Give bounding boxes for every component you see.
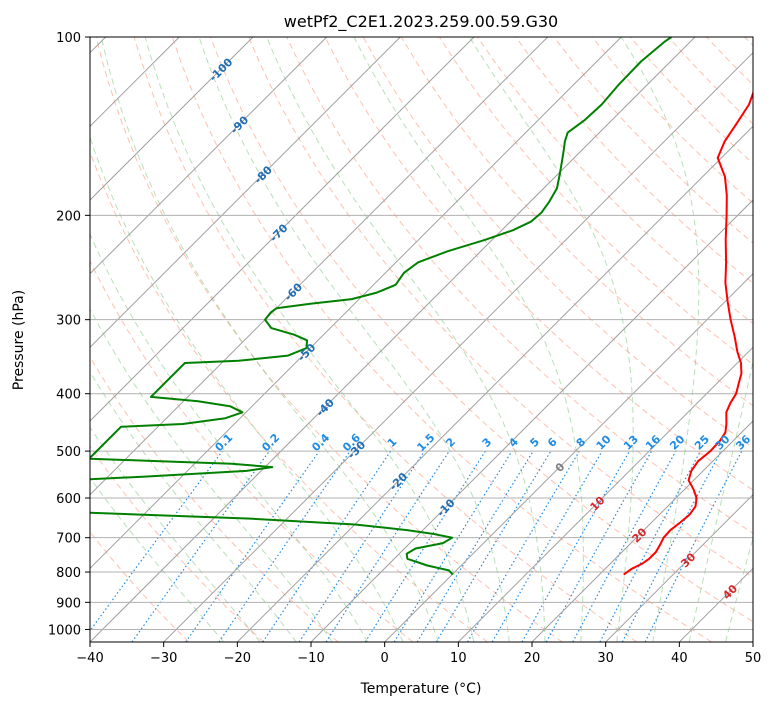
- moist-adiabat: [620, 37, 700, 642]
- isotherm: [90, 37, 328, 275]
- dry-adiabat: [286, 37, 753, 534]
- background-lines: [90, 37, 753, 642]
- isotherm: [90, 37, 254, 201]
- pressure-grid: [90, 37, 753, 630]
- x-axis: −40 −30 −20 −10 0 10 20 30 40 50: [76, 642, 761, 666]
- y-tick-label: 700: [56, 532, 81, 547]
- isotherm: [90, 37, 549, 496]
- dry-adiabat: [90, 259, 414, 642]
- x-tick-label: −20: [224, 651, 251, 666]
- dewpoint-line: [90, 37, 672, 576]
- y-tick-label: 1000: [48, 623, 81, 638]
- dry-adiabat: [324, 37, 753, 491]
- isotherm: [752, 641, 753, 642]
- y-tick-label: 300: [56, 314, 81, 329]
- isotherm: [236, 125, 753, 642]
- dry-adiabat: [171, 37, 712, 642]
- x-axis-label: Temperature (°C): [360, 681, 482, 697]
- isotherm: [163, 51, 753, 642]
- x-tick-label: 30: [597, 651, 614, 666]
- moist-adiabat: [90, 308, 333, 642]
- temperature-line: [623, 90, 753, 576]
- moist-adiabat: [688, 358, 753, 642]
- mixing-ratio-line: [466, 450, 580, 642]
- dry-adiabat: [95, 37, 563, 642]
- mixing-ratio-line: [491, 450, 603, 642]
- moist-adiabat: [90, 370, 297, 642]
- x-tick-label: 50: [745, 651, 762, 666]
- dry-adiabat: [90, 356, 339, 642]
- isotherm: [90, 37, 475, 422]
- dry-adiabat: [90, 445, 264, 642]
- mixing-ratio-line: [621, 450, 722, 642]
- dry-adiabat: [248, 37, 753, 578]
- isotherm: [90, 37, 696, 642]
- mixing-ratio-line: [435, 450, 552, 642]
- moist-adiabat: [90, 135, 404, 642]
- x-tick-label: 10: [450, 651, 467, 666]
- moist-adiabat: [144, 37, 475, 642]
- x-tick-label: 0: [381, 651, 389, 666]
- dry-adiabat: [210, 37, 753, 623]
- moist-adiabat: [90, 476, 225, 642]
- mixing-ratio-line: [364, 450, 486, 642]
- y-axis-label: Pressure (hPa): [11, 290, 27, 390]
- mixing-ratio-line: [90, 450, 223, 632]
- isotherm: [90, 37, 622, 570]
- moist-adiabat: [266, 37, 546, 642]
- moist-adiabat: [353, 37, 584, 642]
- isotherm: [531, 420, 753, 642]
- x-tick-label: −30: [150, 651, 177, 666]
- x-tick-label: −10: [297, 651, 324, 666]
- y-tick-label: 600: [56, 492, 81, 507]
- y-tick-label: 500: [56, 445, 81, 460]
- chart-title: wetPf2_C2E1.2023.259.00.59.G30: [284, 12, 558, 32]
- mixing-ratio-line: [599, 450, 702, 642]
- y-tick-label: 800: [56, 566, 81, 581]
- moist-adiabat: [90, 426, 261, 642]
- y-tick-label: 100: [56, 31, 81, 46]
- isotherm: [384, 272, 753, 642]
- mixing-ratio-line: [416, 450, 534, 642]
- plot-frame: [89, 36, 754, 643]
- x-tick-label: −40: [76, 651, 103, 666]
- y-tick-label: 200: [56, 209, 81, 224]
- y-axis: 100 200 300 400 500 600 700 800 900 1000: [48, 31, 90, 638]
- mixing-ratio-line: [325, 450, 450, 642]
- y-tick-label: 400: [56, 388, 81, 403]
- moist-adiabat: [725, 536, 753, 642]
- mixing-ratio-line: [185, 450, 320, 642]
- mixing-ratio-line: [572, 450, 677, 642]
- isotherm: [457, 346, 753, 642]
- plot-background: [90, 37, 753, 642]
- isotherm: [310, 199, 753, 642]
- moist-adiabat: [100, 37, 439, 642]
- mixing-ratio-line: [262, 450, 392, 642]
- dry-adiabat: [133, 37, 638, 642]
- y-tick-label: 900: [56, 596, 81, 611]
- moist-adiabat: [198, 37, 510, 642]
- isotherm: [90, 37, 401, 349]
- moist-adiabat: [90, 232, 369, 642]
- isotherm: [605, 493, 753, 642]
- mixing-ratio-line: [298, 450, 425, 642]
- x-tick-label: 20: [524, 651, 541, 666]
- dry-adiabat: [515, 37, 753, 284]
- x-tick-label: 40: [671, 651, 688, 666]
- profile-lines: [90, 37, 753, 576]
- mixing-ratio-line: [393, 450, 513, 642]
